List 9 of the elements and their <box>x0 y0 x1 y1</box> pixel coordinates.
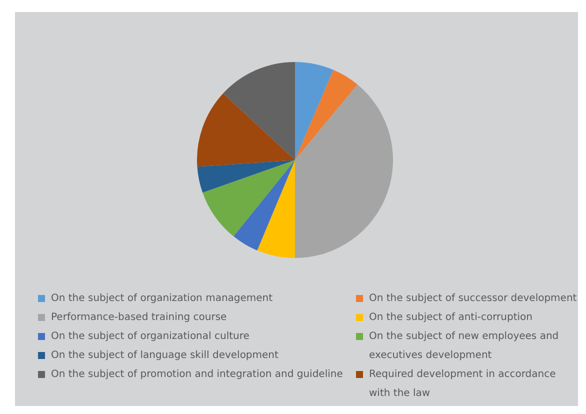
legend-label: On the subject of language skill development <box>51 349 278 363</box>
legend-label: On the subject of organization management <box>51 292 273 306</box>
legend-label: On the subject of promotion and integration and guideline <box>51 368 343 382</box>
legend-label: On the subject of new employees and executives development <box>369 330 560 363</box>
legend-label: On the subject of successor development <box>369 292 577 306</box>
legend-label: On the subject of anti-corruption <box>369 311 532 325</box>
legend-label: Performance-based training course <box>51 311 227 325</box>
legend-label: Required development in accordance with the law <box>369 368 557 401</box>
legend-label: On the subject of organizational culture <box>51 330 250 344</box>
